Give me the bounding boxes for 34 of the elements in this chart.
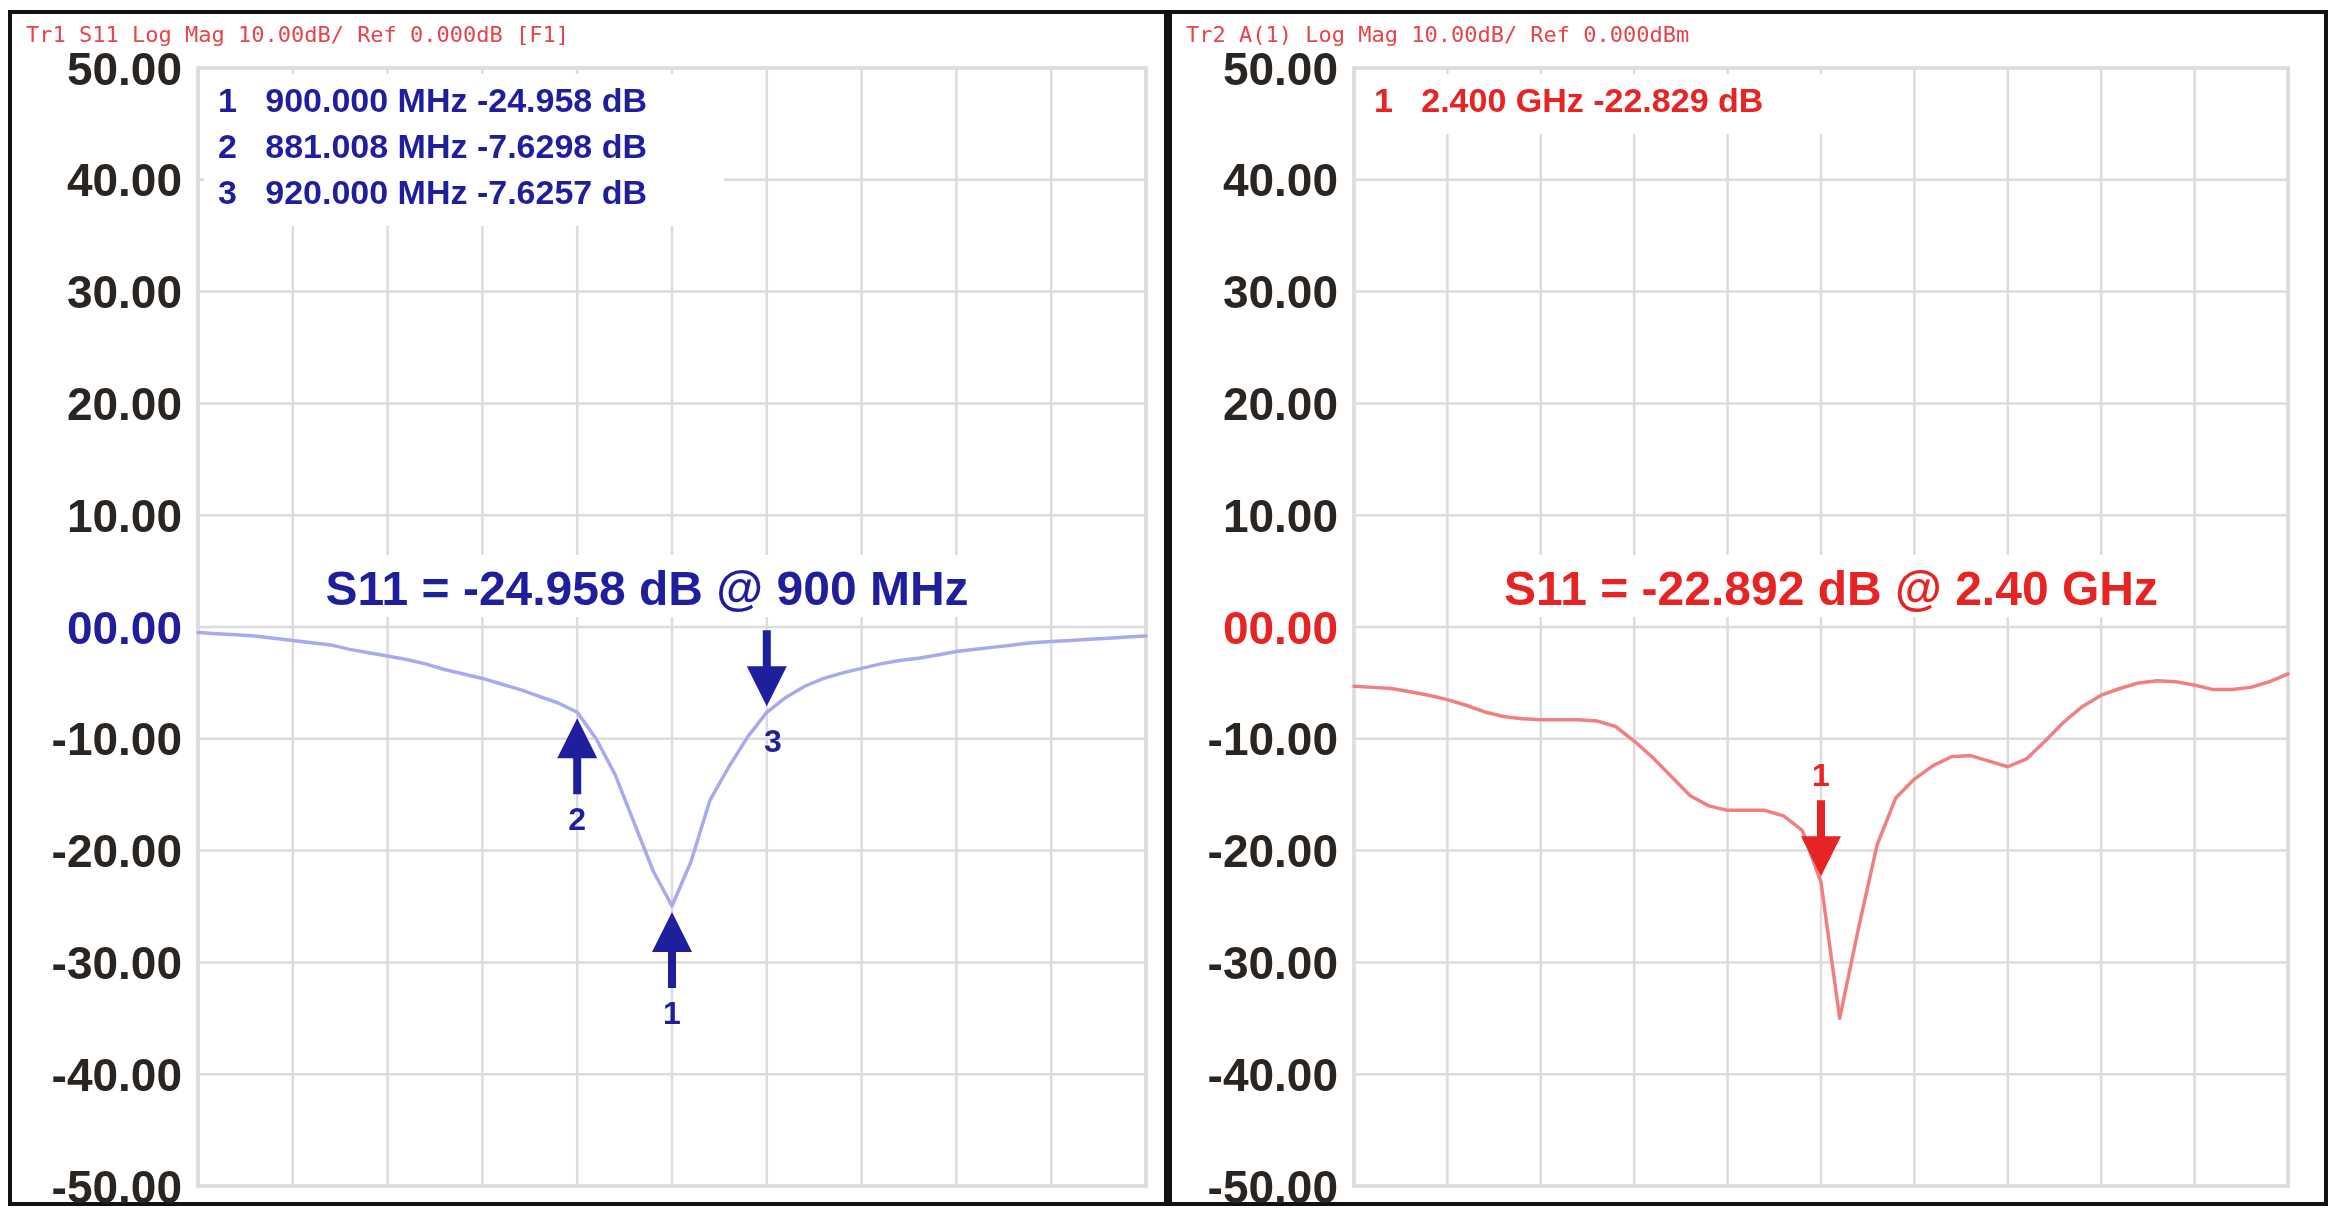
annotation: 1 (1812, 757, 1830, 794)
y-tick-label: 00.00 (1222, 601, 1338, 654)
annotation: 1 2.400 GHz -22.829 dB (1374, 81, 1764, 119)
text: S11 = -24.958 dB @ 900 MHz (325, 562, 969, 615)
annotation: 1 (663, 995, 681, 1032)
y-tick-label: -30.00 (51, 936, 182, 989)
annotation: 3 (763, 723, 782, 760)
y-tick-label: 20.00 (66, 377, 182, 430)
annotation: 3 920.000 MHz -7.6257 dB (218, 173, 648, 211)
line-series (196, 630, 1148, 908)
annotation: 2 881.008 MHz -7.6298 dB (218, 127, 648, 165)
annotation: 1 900.000 MHz -24.958 dB (218, 81, 648, 119)
y-tick-label: -10.00 (1207, 713, 1338, 766)
annotation: 2 (568, 801, 587, 838)
chart-subtitle: Tr1 S11 Log Mag 10.00dB/ Ref 0.000dB [F1] (26, 22, 570, 47)
chart-subtitle: Tr2 A(1) Log Mag 10.00dB/ Ref 0.000dBm (1186, 22, 1690, 47)
y-tick-label: 20.00 (1222, 377, 1338, 430)
y-tick-label: 30.00 (1222, 266, 1338, 319)
y-tick-label: 40.00 (1222, 154, 1338, 207)
y-tick-label: 40.00 (66, 154, 182, 207)
y-tick-label: 10.00 (1222, 489, 1338, 542)
text: S11 = -22.892 dB @ 2.40 GHz (1504, 562, 2158, 615)
y-tick-label: -40.00 (51, 1048, 182, 1101)
y-tick-label: -10.00 (51, 713, 182, 766)
y-tick-label: -30.00 (1207, 936, 1338, 989)
y-tick-label: -20.00 (1207, 825, 1338, 878)
line-series (1352, 672, 2290, 1021)
y-tick-label: -50.00 (51, 1160, 182, 1213)
y-tick-label: 30.00 (66, 266, 182, 319)
y-tick-label: -50.00 (1207, 1160, 1338, 1213)
y-tick-label: -20.00 (51, 825, 182, 878)
y-tick-label: -40.00 (1207, 1048, 1338, 1101)
y-tick-label: 10.00 (66, 489, 182, 542)
y-tick-label: 00.00 (66, 601, 182, 654)
